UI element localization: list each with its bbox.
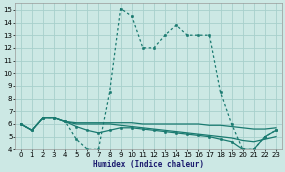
X-axis label: Humidex (Indice chaleur): Humidex (Indice chaleur) — [93, 159, 204, 169]
